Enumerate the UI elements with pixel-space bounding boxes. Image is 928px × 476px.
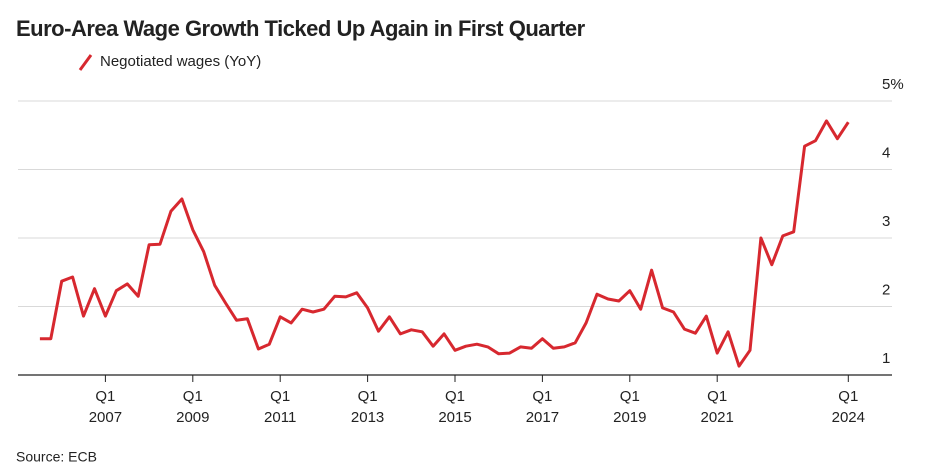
y-tick-label: 3 (882, 213, 890, 230)
data-line (39, 119, 850, 368)
y-tick-label: 4 (882, 144, 890, 161)
x-tick-label: Q1 2007 (88, 388, 123, 426)
legend-label: Negotiated wages (YoY) (100, 53, 261, 70)
x-tick-label: Q1 2011 (264, 388, 297, 426)
x-tick-label: Q1 2024 (831, 388, 865, 426)
source: Source: ECB (16, 449, 97, 465)
x-tick-label: Q1 2019 (613, 388, 647, 426)
x-tick-label: Q1 2009 (176, 388, 210, 426)
x-tick-label: Q1 2015 (438, 388, 472, 426)
y-tick-label: 1 (882, 350, 890, 367)
x-tick-label: Q1 2013 (350, 388, 385, 426)
y-tick-label: 5% (882, 76, 904, 93)
legend-swatch (78, 54, 93, 71)
chart-title: Euro-Area Wage Growth Ticked Up Again in… (16, 16, 586, 41)
x-tick-label: Q1 2017 (525, 388, 560, 426)
x-tick-label: Q1 2021 (700, 388, 734, 426)
y-tick-label: 2 (882, 281, 890, 298)
